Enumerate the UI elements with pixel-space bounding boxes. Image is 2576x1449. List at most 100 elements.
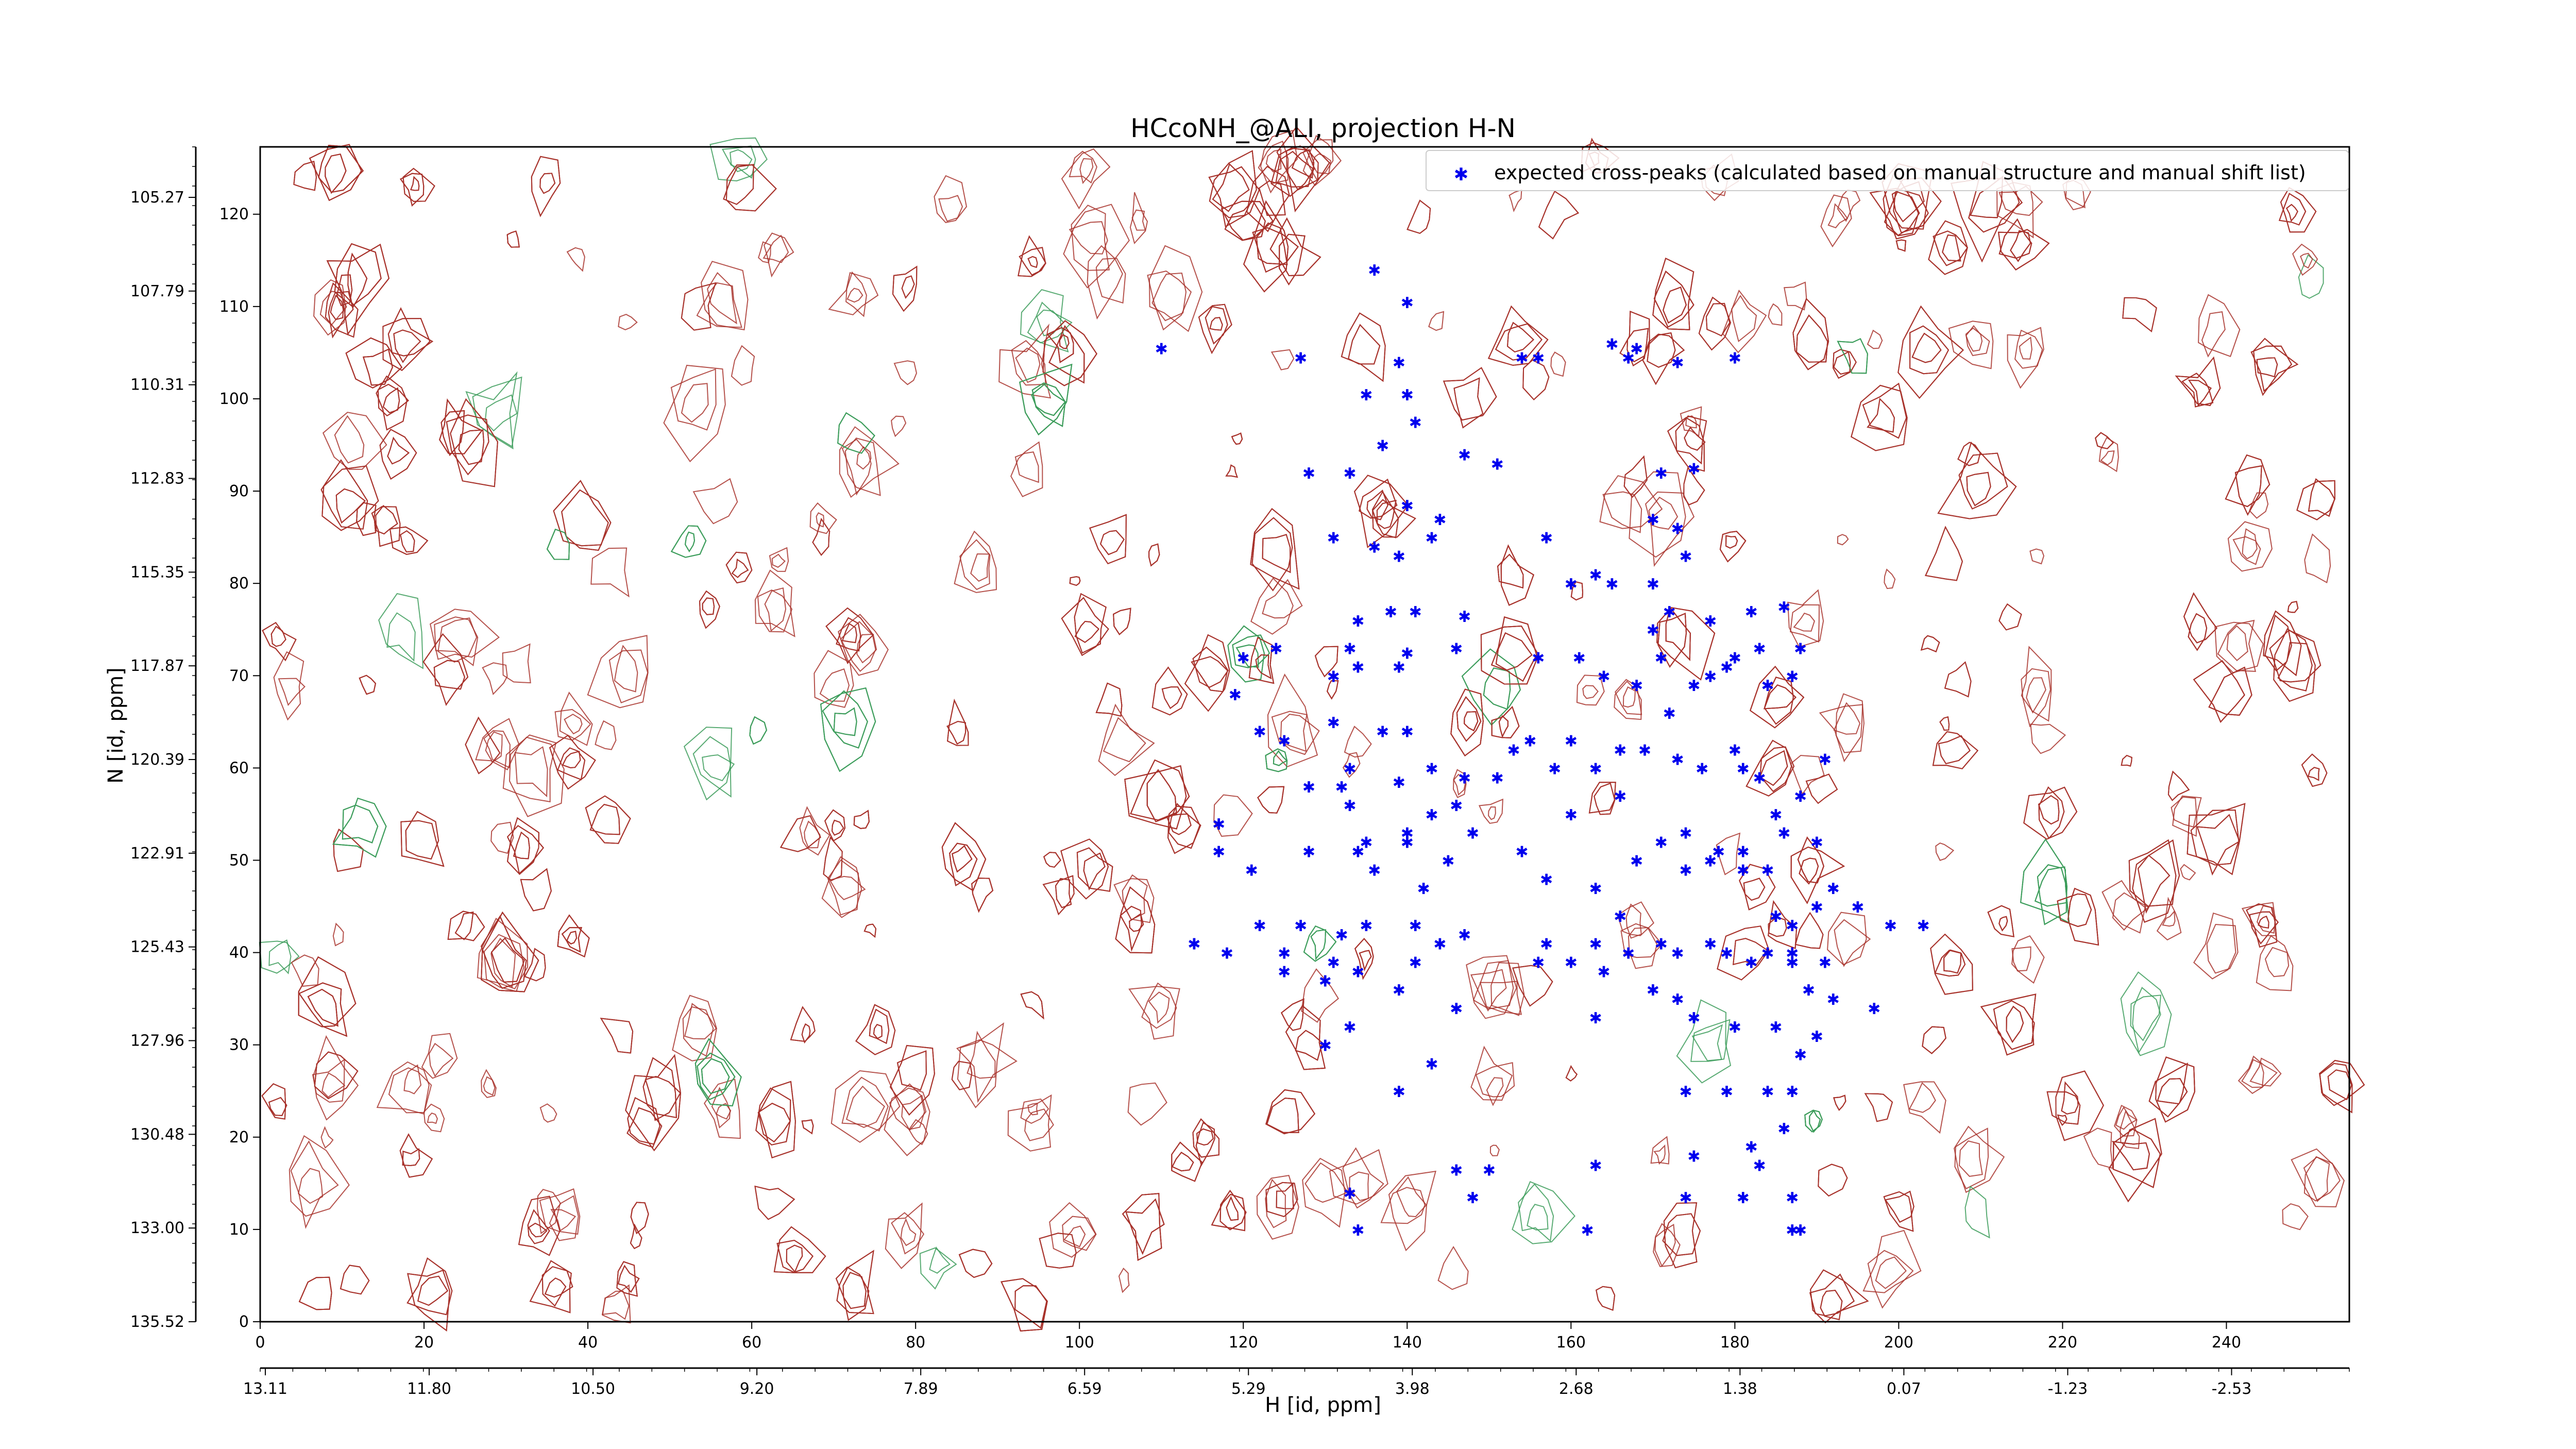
- contour: [1039, 1233, 1077, 1269]
- contour: [1020, 991, 1044, 1020]
- contour: [833, 707, 857, 736]
- contour: [1795, 314, 1828, 363]
- contour: [841, 1076, 889, 1132]
- contour: [293, 161, 317, 191]
- contour: [1443, 367, 1497, 421]
- contour: [427, 1113, 438, 1124]
- cross-peak-point: ✱: [1409, 954, 1422, 972]
- contour: [1588, 782, 1616, 814]
- contour: [1265, 748, 1288, 772]
- x-ppm-tick-label: 6.59: [1067, 1380, 1102, 1398]
- contour: [1883, 1191, 1914, 1232]
- contour: [709, 137, 768, 182]
- contour: [1495, 323, 1543, 361]
- cross-peak-point: ✱: [1614, 788, 1626, 806]
- contour: [822, 690, 868, 749]
- contour: [1867, 397, 1895, 433]
- contour: [1246, 165, 1290, 232]
- contour: [816, 512, 824, 528]
- legend: ✱ expected cross-peaks (calculated based…: [1426, 150, 2349, 191]
- cross-peak-point: ✱: [1393, 774, 1405, 792]
- contour: [1570, 581, 1584, 601]
- cross-peak-point: ✱: [1786, 945, 1799, 963]
- contour: [1794, 912, 1824, 949]
- cross-peak-point: ✱: [1565, 806, 1578, 824]
- contour: [946, 720, 967, 745]
- contour: [1648, 496, 1679, 530]
- contour: [1265, 1178, 1287, 1228]
- cross-peak-point: ✱: [1761, 945, 1774, 963]
- contour: [1495, 632, 1533, 671]
- contour: [1027, 1103, 1038, 1116]
- contour: [2102, 880, 2146, 934]
- contour: [1262, 534, 1291, 574]
- contour: [1270, 349, 1295, 370]
- cross-peak-point: ✱: [1777, 599, 1790, 617]
- contour: [410, 176, 420, 191]
- contour: [892, 265, 918, 312]
- contour: [376, 375, 408, 431]
- contour: [919, 1247, 957, 1290]
- cross-peak-point: ✱: [1401, 645, 1414, 663]
- cross-peak-point: ✱: [1720, 945, 1733, 963]
- contour: [697, 1052, 736, 1101]
- contour: [557, 914, 590, 958]
- contour: [1834, 919, 1871, 967]
- contour: [2264, 614, 2292, 672]
- cross-peak-point: ✱: [1327, 714, 1340, 732]
- contour: [1302, 139, 1334, 181]
- contour: [1685, 415, 1697, 429]
- contour: [1184, 634, 1230, 712]
- contour: [289, 1135, 350, 1217]
- cross-peak-point: ✱: [1696, 760, 1708, 778]
- contour: [873, 1023, 883, 1039]
- contour: [929, 1246, 951, 1274]
- contour: [1212, 163, 1250, 212]
- contour: [1805, 773, 1838, 804]
- contour: [1602, 491, 1642, 533]
- contour: [959, 539, 991, 591]
- contour: [539, 1103, 557, 1123]
- cross-peak-point: ✱: [1417, 880, 1430, 898]
- contour: [550, 1209, 577, 1232]
- contour: [2280, 187, 2317, 233]
- contour: [2256, 357, 2278, 378]
- contour: [1582, 685, 1599, 699]
- contour: [1944, 661, 1972, 698]
- cross-peak-point: ✱: [1655, 936, 1668, 954]
- contour: [1652, 257, 1694, 330]
- contour: [1954, 1127, 1989, 1190]
- contour: [298, 1276, 332, 1310]
- cross-peak-point: ✱: [1720, 659, 1733, 677]
- contour: [1851, 384, 1908, 451]
- contour: [402, 1148, 420, 1167]
- contour: [891, 1212, 925, 1255]
- contour: [947, 699, 969, 746]
- contour: [480, 915, 527, 989]
- contour: [1663, 1202, 1698, 1269]
- contour: [278, 678, 306, 706]
- contour: [1488, 806, 1496, 820]
- contour: [614, 645, 638, 693]
- contour: [561, 489, 612, 551]
- cross-peak-point: ✱: [1737, 1189, 1750, 1207]
- cross-peak-point: ✱: [1409, 917, 1422, 935]
- contour: [1258, 180, 1286, 216]
- contour: [400, 530, 415, 553]
- contour: [1663, 1202, 1698, 1269]
- contour: [1784, 281, 1807, 311]
- contour: [1396, 1176, 1427, 1218]
- contour: [754, 569, 795, 637]
- contour: [1076, 847, 1113, 892]
- cross-peak-point: ✱: [1671, 751, 1684, 769]
- cross-peak-point: ✱: [1589, 1157, 1602, 1175]
- contour: [889, 1083, 925, 1130]
- contour: [1980, 993, 2037, 1056]
- contour: [2014, 329, 2043, 369]
- cross-peak-point: ✱: [1786, 1189, 1799, 1207]
- contour: [1354, 938, 1374, 980]
- contour: [1864, 1093, 1893, 1122]
- cross-peak-point: ✱: [1679, 825, 1692, 843]
- cross-peak-point: ✱: [1647, 622, 1659, 640]
- contour: [1833, 702, 1861, 735]
